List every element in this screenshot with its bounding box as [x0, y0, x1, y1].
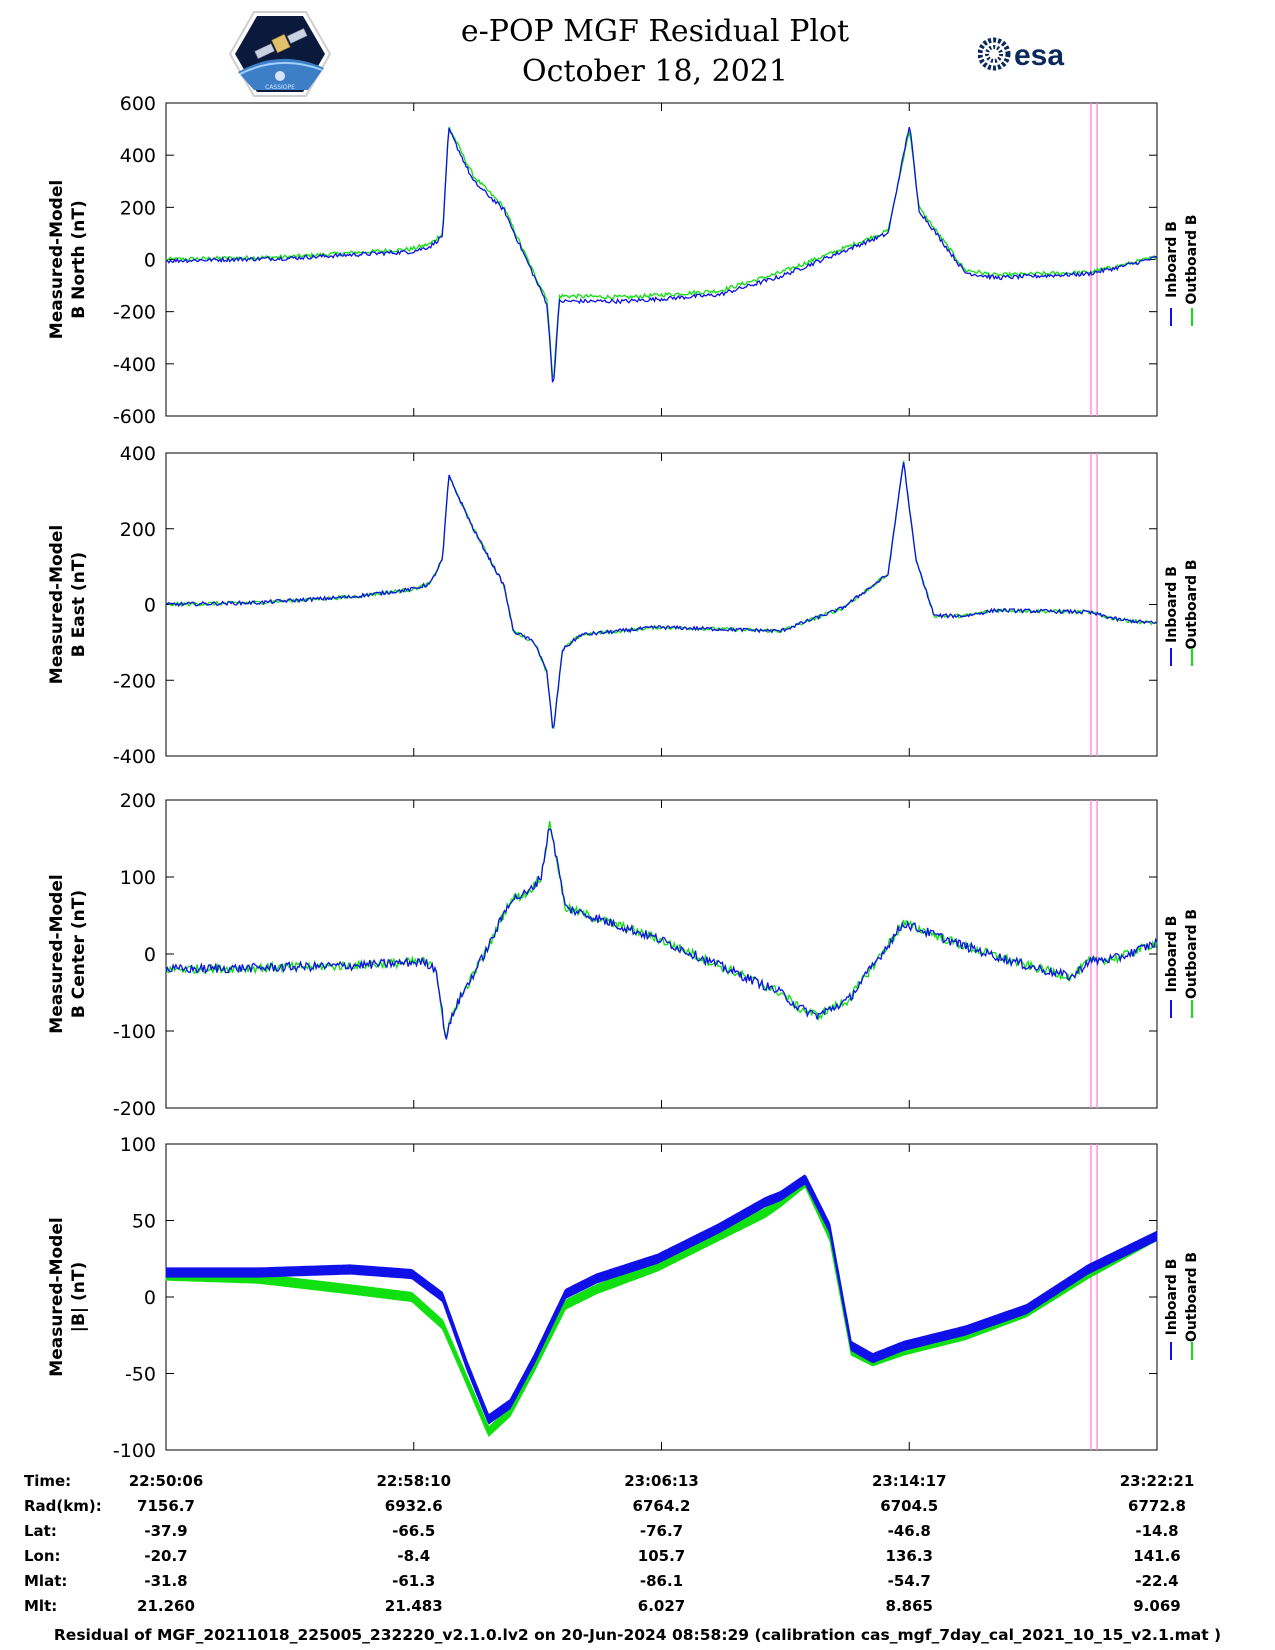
y-tick-label: -600 — [113, 406, 156, 428]
orbit-value: 21.483 — [384, 1597, 443, 1615]
esa-logo: esa — [978, 37, 1064, 72]
orbit-value: -86.1 — [639, 1572, 684, 1590]
y-tick-label: 200 — [120, 197, 156, 219]
y-axis-label-east: Measured-Model B East (nT) — [47, 525, 89, 684]
y-tick-label: 0 — [144, 944, 156, 966]
orbit-value: -46.8 — [887, 1522, 931, 1540]
orbit-row-label: Time: — [24, 1472, 72, 1490]
y-tick-label: 200 — [120, 790, 156, 812]
cassiope-logo-text: CASSIOPE — [265, 84, 295, 91]
orbit-value: 6704.5 — [880, 1497, 939, 1515]
orbit-row-label: Rad(km): — [24, 1497, 102, 1515]
legend-label-outboard: Outboard B — [1184, 909, 1200, 999]
orbit-value: 6764.2 — [632, 1497, 691, 1515]
orbit-value: 7156.7 — [137, 1497, 195, 1515]
y-tick-label: 400 — [120, 145, 156, 167]
y-tick-label: 50 — [132, 1211, 156, 1233]
panel-north: -600 -400 -200 0 200 400 600 Measured-Model B No… — [47, 93, 1200, 428]
y-tick-label: -400 — [113, 746, 156, 768]
orbit-value: -54.7 — [887, 1572, 931, 1590]
legend-label-inboard: Inboard B — [1164, 566, 1180, 643]
y-tick-label: 100 — [120, 867, 156, 889]
orbit-value: -76.7 — [639, 1522, 684, 1540]
y-axis-label-center: Measured-Model B Center (nT) — [47, 874, 89, 1033]
series-line-outboard-b — [165, 126, 1158, 379]
series-band-inboard-b — [165, 1174, 1158, 1425]
orbit-value: -22.4 — [1135, 1572, 1179, 1590]
orbit-value: 21.260 — [137, 1597, 195, 1615]
y-tick-label: 400 — [120, 443, 156, 465]
x-tick-label: 22:58:10 — [376, 1472, 452, 1490]
orbit-row-label: Mlat: — [24, 1572, 68, 1590]
x-tick-label: 22:50:06 — [128, 1472, 204, 1490]
series-line-outboard-b — [165, 820, 1158, 1041]
orbit-value: -8.4 — [397, 1547, 431, 1565]
y-tick-label: -200 — [113, 1098, 156, 1120]
series-line-inboard-b — [165, 126, 1158, 383]
y-tick-label: 0 — [144, 1287, 156, 1309]
legend-label-inboard: Inboard B — [1164, 1259, 1180, 1336]
cassiope-logo: CASSIOPE — [228, 11, 332, 97]
y-tick-label: 600 — [120, 93, 156, 115]
plot-title: e-POP MGF Residual Plot — [460, 14, 850, 49]
orbit-value: -61.3 — [392, 1572, 436, 1590]
series-line-inboard-b — [165, 828, 1158, 1040]
y-tick-label: -50 — [125, 1364, 156, 1386]
y-tick-label: 200 — [120, 519, 156, 541]
plot-frame-east — [165, 452, 1158, 757]
esa-logo-text: esa — [1014, 39, 1064, 72]
orbit-value: 105.7 — [637, 1547, 686, 1565]
x-tick-label: 23:14:17 — [871, 1472, 947, 1490]
y-tick-label: -400 — [113, 354, 156, 376]
series-line-outboard-b — [165, 460, 1158, 730]
orbit-value: 6772.8 — [1128, 1497, 1186, 1515]
orbit-value: -31.8 — [144, 1572, 188, 1590]
series-band-outboard-b — [165, 1177, 1158, 1437]
plot-frame-center — [165, 799, 1158, 1109]
legend-label-inboard: Inboard B — [1164, 916, 1180, 993]
orbit-value: 6932.6 — [384, 1497, 443, 1515]
x-tick-label: 23:06:13 — [624, 1472, 699, 1490]
footer-caption: Residual of MGF_20211018_225005_232220_v… — [53, 1626, 1222, 1644]
y-tick-label: -100 — [113, 1440, 156, 1462]
y-axis-label-total: Measured-Model |B| (nT) — [47, 1217, 89, 1376]
orbit-value: 9.069 — [1133, 1597, 1181, 1615]
orbit-row-label: Mlt: — [24, 1597, 58, 1615]
y-tick-label: -200 — [113, 670, 156, 692]
legend-label-outboard: Outboard B — [1184, 1252, 1200, 1342]
y-tick-label: -200 — [113, 302, 156, 324]
plot-date: October 18, 2021 — [522, 54, 788, 89]
panel-total: -100 -50 0 50 100 Measured-Model |B| (nT) Inboa… — [47, 1134, 1200, 1462]
y-tick-label: 100 — [120, 1134, 156, 1156]
orbit-value: 141.6 — [1133, 1547, 1181, 1565]
x-tick-label: 23:22:21 — [1119, 1472, 1195, 1490]
orbit-row-label: Lat: — [24, 1522, 57, 1540]
plot-frame-total — [165, 1143, 1158, 1451]
orbit-value: -14.8 — [1135, 1522, 1179, 1540]
panel-center: -200 -100 0 100 200 Measured-Model B Center (n… — [47, 790, 1200, 1120]
y-tick-label: 0 — [144, 250, 156, 272]
orbit-value: 8.865 — [885, 1597, 933, 1615]
orbit-value: -37.9 — [144, 1522, 188, 1540]
orbit-value: -20.7 — [144, 1547, 188, 1565]
orbit-row-label: Lon: — [24, 1547, 61, 1565]
y-tick-label: 0 — [144, 595, 156, 617]
panel-east: -400 -200 0 200 400 Measured-Model B East (nT)… — [47, 443, 1200, 768]
legend-label-outboard: Outboard B — [1184, 214, 1200, 304]
y-tick-label: -100 — [113, 1021, 156, 1043]
orbit-value: 136.3 — [885, 1547, 933, 1565]
legend-label-outboard: Outboard B — [1184, 559, 1200, 649]
series-line-inboard-b — [165, 462, 1157, 730]
legend-label-inboard: Inboard B — [1164, 221, 1180, 298]
plot-frame-north — [165, 102, 1158, 417]
orbit-value: 6.027 — [637, 1597, 686, 1615]
y-axis-label-north: Measured-Model B North (nT) — [47, 180, 89, 339]
orbit-value: -66.5 — [392, 1522, 436, 1540]
